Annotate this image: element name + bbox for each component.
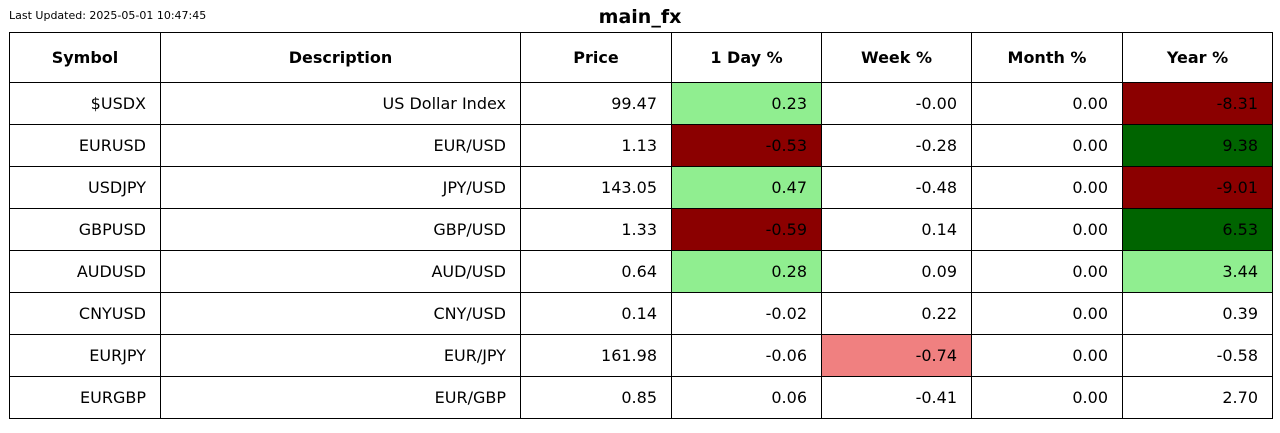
- cell-week-pct: -0.48: [821, 166, 972, 209]
- table-row: EURUSD EUR/USD 1.13 -0.53 -0.28 0.00 9.38: [9, 124, 1273, 167]
- cell-week-pct: -0.00: [821, 82, 972, 125]
- table-row: EURGBP EUR/GBP 0.85 0.06 -0.41 0.00 2.70: [9, 376, 1273, 419]
- table-row: AUDUSD AUD/USD 0.64 0.28 0.09 0.00 3.44: [9, 250, 1273, 293]
- cell-year-pct: -0.58: [1122, 334, 1273, 377]
- cell-symbol: EURJPY: [9, 334, 161, 377]
- cell-price: 0.64: [520, 250, 672, 293]
- cell-symbol: CNYUSD: [9, 292, 161, 335]
- table-row: USDJPY JPY/USD 143.05 0.47 -0.48 0.00 -9.01: [9, 166, 1273, 209]
- cell-day-pct: 0.06: [671, 376, 822, 419]
- cell-month-pct: 0.00: [971, 292, 1123, 335]
- cell-month-pct: 0.00: [971, 334, 1123, 377]
- cell-month-pct: 0.00: [971, 208, 1123, 251]
- table-row: $USDX US Dollar Index 99.47 0.23 -0.00 0.00 -8…: [9, 82, 1273, 125]
- cell-day-pct: 0.47: [671, 166, 822, 209]
- cell-week-pct: -0.74: [821, 334, 972, 377]
- fx-table: Symbol Description Price 1 Day % Week % …: [9, 32, 1273, 419]
- cell-price: 1.13: [520, 124, 672, 167]
- cell-week-pct: 0.09: [821, 250, 972, 293]
- header-day-pct: 1 Day %: [671, 32, 822, 83]
- cell-week-pct: 0.22: [821, 292, 972, 335]
- cell-description: EUR/USD: [160, 124, 521, 167]
- cell-description: GBP/USD: [160, 208, 521, 251]
- cell-day-pct: -0.53: [671, 124, 822, 167]
- cell-symbol: GBPUSD: [9, 208, 161, 251]
- cell-description: CNY/USD: [160, 292, 521, 335]
- cell-description: AUD/USD: [160, 250, 521, 293]
- cell-symbol: $USDX: [9, 82, 161, 125]
- header-row: Symbol Description Price 1 Day % Week % …: [9, 32, 1273, 83]
- table-row: CNYUSD CNY/USD 0.14 -0.02 0.22 0.00 0.39: [9, 292, 1273, 335]
- cell-day-pct: -0.06: [671, 334, 822, 377]
- cell-year-pct: 0.39: [1122, 292, 1273, 335]
- cell-year-pct: 3.44: [1122, 250, 1273, 293]
- cell-week-pct: -0.41: [821, 376, 972, 419]
- cell-year-pct: 9.38: [1122, 124, 1273, 167]
- cell-year-pct: -9.01: [1122, 166, 1273, 209]
- cell-day-pct: 0.23: [671, 82, 822, 125]
- cell-description: EUR/GBP: [160, 376, 521, 419]
- table-row: EURJPY EUR/JPY 161.98 -0.06 -0.74 0.00 -0.58: [9, 334, 1273, 377]
- cell-month-pct: 0.00: [971, 166, 1123, 209]
- cell-month-pct: 0.00: [971, 82, 1123, 125]
- cell-week-pct: -0.28: [821, 124, 972, 167]
- header-price: Price: [520, 32, 672, 83]
- last-updated-text: Last Updated: 2025-05-01 10:47:45: [9, 9, 207, 22]
- header-week-pct: Week %: [821, 32, 972, 83]
- cell-price: 99.47: [520, 82, 672, 125]
- table-title: main_fx: [598, 6, 682, 28]
- cell-price: 0.14: [520, 292, 672, 335]
- cell-price: 0.85: [520, 376, 672, 419]
- cell-symbol: EURGBP: [9, 376, 161, 419]
- cell-month-pct: 0.00: [971, 124, 1123, 167]
- cell-symbol: EURUSD: [9, 124, 161, 167]
- cell-price: 161.98: [520, 334, 672, 377]
- cell-week-pct: 0.14: [821, 208, 972, 251]
- cell-day-pct: 0.28: [671, 250, 822, 293]
- cell-symbol: USDJPY: [9, 166, 161, 209]
- cell-year-pct: 6.53: [1122, 208, 1273, 251]
- cell-day-pct: -0.59: [671, 208, 822, 251]
- cell-description: EUR/JPY: [160, 334, 521, 377]
- cell-year-pct: 2.70: [1122, 376, 1273, 419]
- cell-price: 143.05: [520, 166, 672, 209]
- header-symbol: Symbol: [9, 32, 161, 83]
- cell-month-pct: 0.00: [971, 376, 1123, 419]
- cell-year-pct: -8.31: [1122, 82, 1273, 125]
- cell-symbol: AUDUSD: [9, 250, 161, 293]
- cell-price: 1.33: [520, 208, 672, 251]
- table-row: GBPUSD GBP/USD 1.33 -0.59 0.14 0.00 6.53: [9, 208, 1273, 251]
- cell-description: US Dollar Index: [160, 82, 521, 125]
- cell-day-pct: -0.02: [671, 292, 822, 335]
- cell-description: JPY/USD: [160, 166, 521, 209]
- cell-month-pct: 0.00: [971, 250, 1123, 293]
- header-description: Description: [160, 32, 521, 83]
- header-month-pct: Month %: [971, 32, 1123, 83]
- header-year-pct: Year %: [1122, 32, 1273, 83]
